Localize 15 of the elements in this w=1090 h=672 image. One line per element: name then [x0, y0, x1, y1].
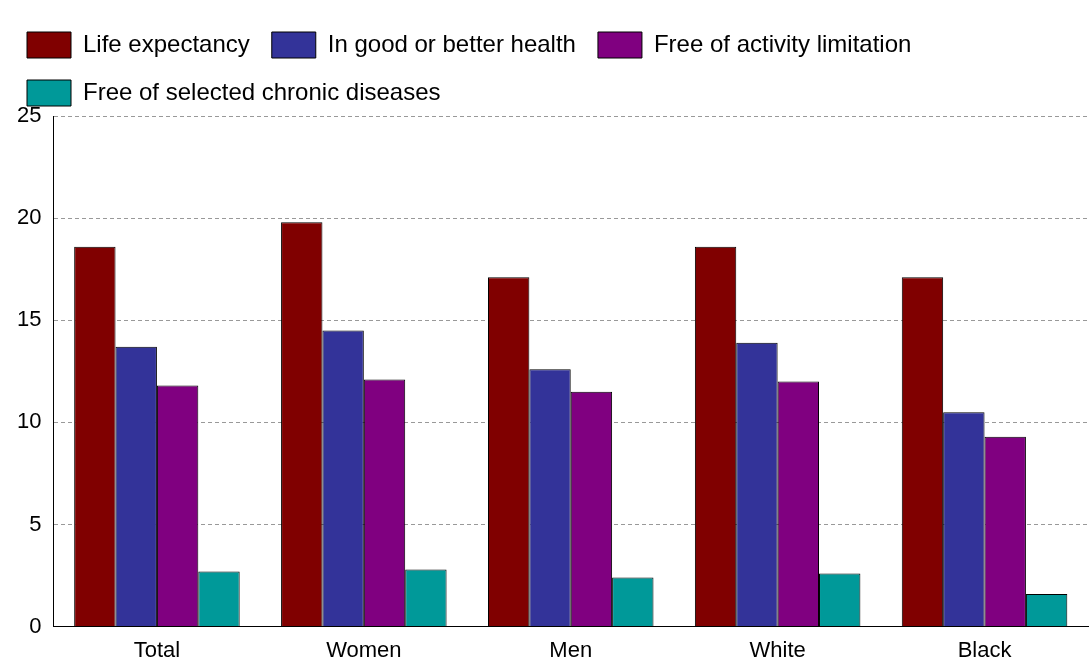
y-tick-label: 5 [29, 510, 42, 536]
x-tick-label: Women [326, 636, 402, 662]
y-tick-label: 15 [16, 306, 42, 332]
x-tick-label: White [749, 636, 806, 662]
legend-label: Free of activity limitation [653, 29, 912, 57]
y-tick-label: 0 [29, 612, 42, 638]
y-tick-label: 20 [16, 204, 42, 230]
legend-label: In good or better health [327, 29, 576, 57]
y-tick-label: 25 [16, 102, 42, 128]
legend-label: Life expectancy [83, 29, 250, 57]
x-tick-label: Men [549, 636, 593, 662]
y-tick-label: 10 [16, 408, 42, 434]
legend-label: Free of selected chronic diseases [83, 77, 441, 105]
x-tick-label: Black [957, 636, 1013, 662]
x-tick-label: Total [133, 636, 181, 662]
